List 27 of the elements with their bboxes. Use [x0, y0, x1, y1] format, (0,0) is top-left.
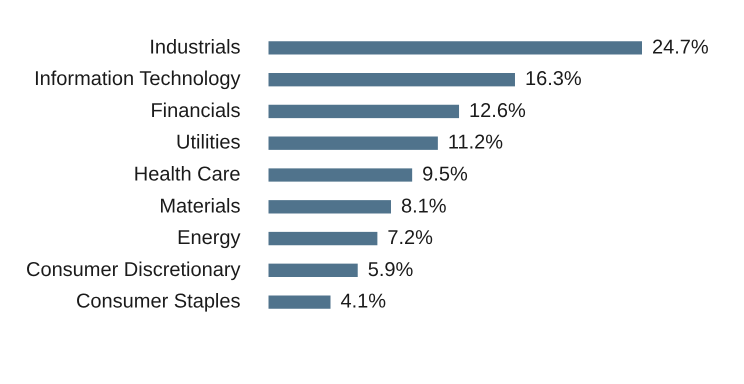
- data-label: 7.2%: [387, 227, 434, 250]
- bar: [268, 200, 391, 214]
- bar: [268, 136, 438, 150]
- bar: [268, 41, 642, 55]
- data-label: 24.7%: [652, 36, 709, 58]
- y-tick-label: Industrials: [149, 36, 241, 58]
- data-label: 4.1%: [340, 290, 386, 313]
- bar: [268, 168, 412, 182]
- y-tick-label: Consumer Staples: [76, 290, 241, 313]
- data-label: 9.5%: [422, 164, 468, 186]
- y-tick-label: Health Care: [134, 164, 241, 186]
- y-tick-label: Information Technology: [34, 68, 241, 90]
- data-label: 16.3%: [524, 68, 582, 90]
- y-tick-label: Consumer Discretionary: [26, 258, 241, 281]
- bar: [268, 104, 460, 118]
- y-tick-label: Materials: [159, 195, 241, 218]
- y-tick-label: Financials: [150, 100, 241, 122]
- data-label: 11.2%: [448, 132, 504, 154]
- bar: [268, 232, 378, 246]
- data-label: 12.6%: [469, 100, 526, 122]
- y-tick-label: Energy: [177, 227, 241, 250]
- data-label: 8.1%: [400, 195, 447, 218]
- data-label: 5.9%: [368, 258, 414, 281]
- bar: [268, 72, 515, 86]
- y-tick-label: Utilities: [176, 132, 241, 154]
- bar: [268, 264, 358, 278]
- bar: [268, 295, 331, 309]
